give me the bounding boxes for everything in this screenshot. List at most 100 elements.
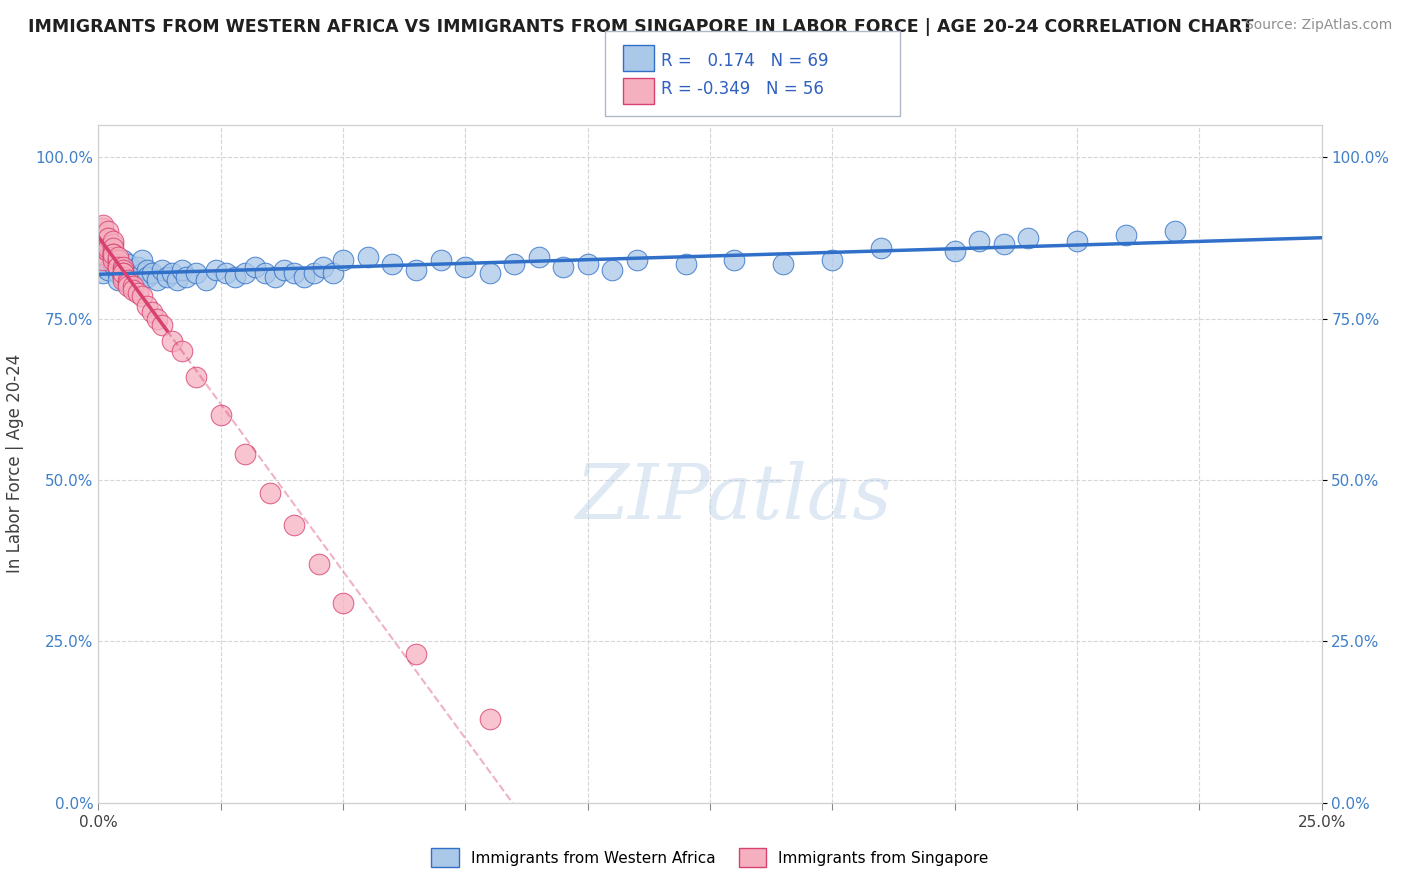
Point [111, 266, 134, 280]
Point [107, 253, 129, 268]
Point [101, 247, 124, 261]
Point [111, 269, 134, 284]
Point [117, 257, 139, 271]
Point [675, 257, 697, 271]
Point [136, 299, 159, 313]
Point [1017, 231, 1039, 245]
Point [97, 241, 120, 255]
Point [97, 231, 120, 245]
Legend: Immigrants from Western Africa, Immigrants from Singapore: Immigrants from Western Africa, Immigran… [425, 842, 995, 873]
Point [626, 253, 648, 268]
Point [332, 253, 354, 268]
Point [553, 260, 575, 274]
Point [121, 279, 143, 293]
Point [322, 266, 344, 280]
Point [136, 263, 159, 277]
Point [1115, 227, 1137, 242]
Point [478, 266, 501, 280]
Point [91, 260, 114, 274]
Point [160, 266, 183, 280]
Point [224, 269, 246, 284]
Point [292, 269, 315, 284]
Point [107, 273, 129, 287]
Point [195, 273, 218, 287]
Point [101, 234, 124, 248]
Point [943, 244, 966, 258]
Point [131, 289, 153, 303]
Point [141, 305, 163, 319]
Point [170, 343, 193, 358]
Point [111, 273, 134, 287]
Point [97, 231, 120, 245]
Text: R = -0.349   N = 56: R = -0.349 N = 56 [661, 80, 824, 98]
Point [97, 253, 120, 268]
Point [967, 234, 990, 248]
Point [527, 250, 550, 264]
Point [97, 263, 120, 277]
Point [772, 257, 794, 271]
Point [141, 266, 163, 280]
Text: R =   0.174   N = 69: R = 0.174 N = 69 [661, 52, 828, 70]
Point [97, 244, 120, 258]
Point [150, 263, 173, 277]
Point [111, 260, 134, 274]
Point [111, 260, 134, 274]
Point [101, 250, 124, 264]
Point [214, 266, 236, 280]
Point [209, 409, 232, 423]
Point [600, 263, 623, 277]
Point [454, 260, 477, 274]
Point [166, 273, 188, 287]
Point [273, 263, 295, 277]
Point [131, 266, 153, 280]
Y-axis label: In Labor Force | Age 20-24: In Labor Force | Age 20-24 [7, 354, 24, 574]
Point [253, 266, 276, 280]
Point [381, 257, 404, 271]
Point [91, 247, 114, 261]
Point [1164, 224, 1187, 238]
Text: IMMIGRANTS FROM WESTERN AFRICA VS IMMIGRANTS FROM SINGAPORE IN LABOR FORCE | AGE: IMMIGRANTS FROM WESTERN AFRICA VS IMMIGR… [28, 18, 1254, 36]
Point [107, 257, 129, 271]
Point [308, 557, 330, 571]
Point [91, 227, 114, 242]
Point [186, 266, 208, 280]
Point [503, 257, 526, 271]
Point [283, 266, 305, 280]
Point [97, 237, 120, 252]
Point [263, 269, 285, 284]
Point [91, 253, 114, 268]
Point [478, 712, 501, 726]
Point [91, 234, 114, 248]
Point [259, 486, 281, 500]
Point [101, 247, 124, 261]
Point [107, 250, 129, 264]
Point [160, 334, 183, 348]
Point [101, 247, 124, 261]
Point [156, 269, 179, 284]
Point [1066, 234, 1088, 248]
Point [117, 276, 139, 290]
Point [91, 266, 114, 280]
Point [146, 311, 169, 326]
Point [127, 273, 149, 287]
Point [146, 273, 169, 287]
Point [101, 257, 124, 271]
Point [107, 266, 129, 280]
Point [101, 247, 124, 261]
Point [302, 266, 325, 280]
Point [283, 518, 305, 533]
Point [243, 260, 266, 274]
Point [111, 269, 134, 284]
Point [131, 253, 153, 268]
Point [117, 273, 139, 287]
Text: ZIPatlas: ZIPatlas [576, 461, 893, 534]
Point [101, 241, 124, 255]
Point [312, 260, 335, 274]
Point [233, 266, 256, 280]
Point [150, 318, 173, 332]
Point [356, 250, 378, 264]
Point [405, 648, 427, 662]
Point [107, 260, 129, 274]
Point [186, 369, 208, 384]
Point [205, 263, 228, 277]
